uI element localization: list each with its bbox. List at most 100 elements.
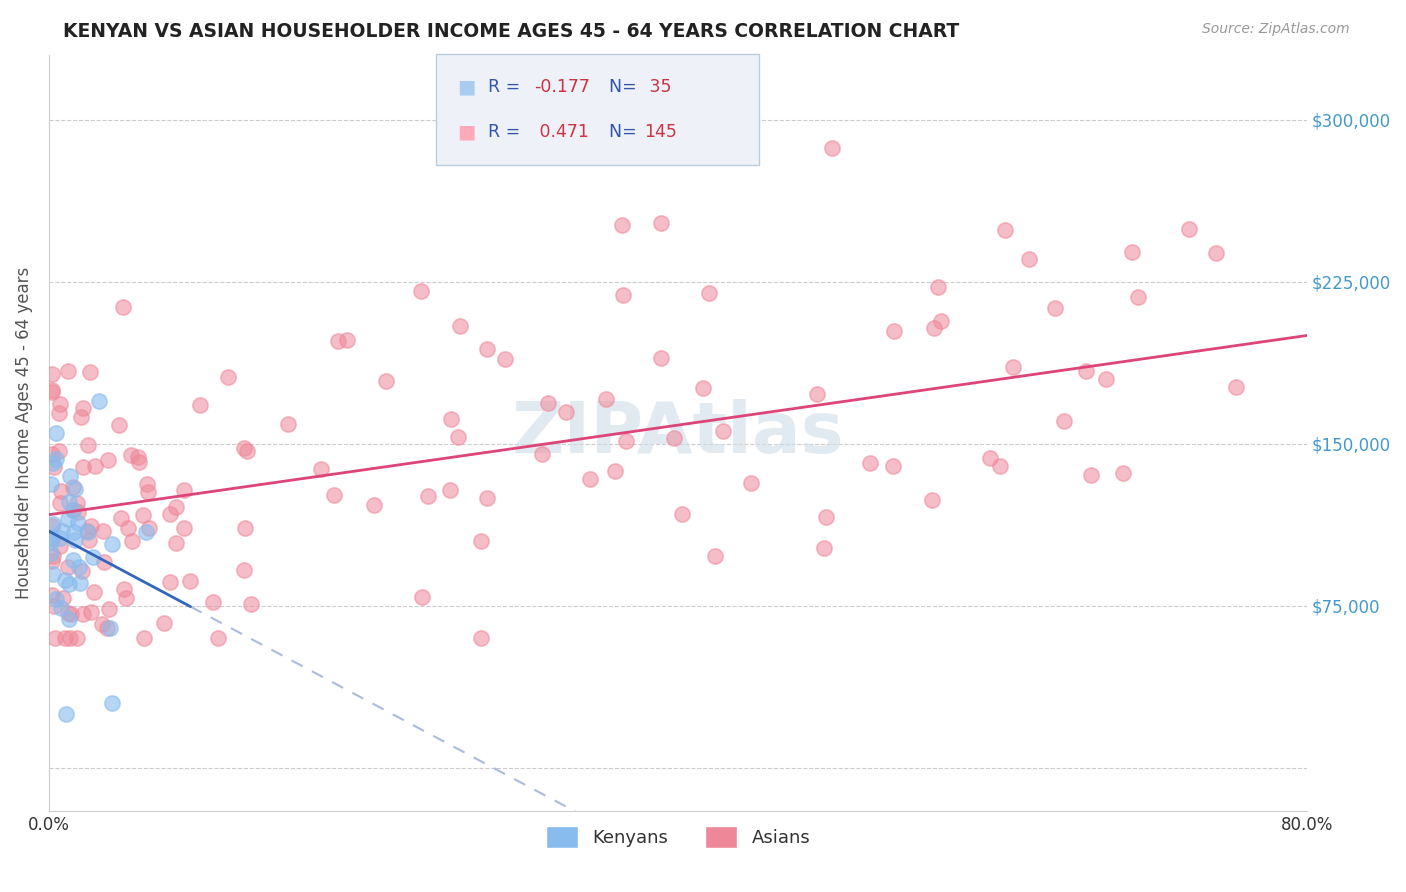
Point [45, 426, 67, 441]
Point [711, 425, 734, 439]
Point [63, 482, 86, 496]
Point [58, 632, 80, 646]
Point [165, 536, 187, 550]
Point [83, 458, 105, 473]
Point [67, 560, 90, 574]
Point [44, 632, 66, 646]
Point [322, 488, 344, 502]
Point [132, 508, 155, 522]
Point [922, 320, 945, 334]
Point [77, 533, 100, 547]
Point [82, 550, 104, 565]
Point [188, 398, 211, 412]
Point [446, 430, 468, 444]
Point [1205, 246, 1227, 260]
Point [96, 621, 118, 635]
Point [127, 450, 149, 464]
Text: ■: ■ [457, 78, 475, 96]
Point [112, 301, 135, 315]
Y-axis label: Householder Income Ages 45 - 64 years: Householder Income Ages 45 - 64 years [15, 267, 32, 599]
Point [1111, 466, 1133, 480]
Point [165, 500, 187, 514]
Point [56, 606, 79, 620]
Text: N=: N= [598, 123, 641, 141]
Point [993, 223, 1015, 237]
Point [612, 287, 634, 301]
Point [614, 434, 637, 449]
Point [42, 567, 65, 582]
Point [49, 539, 72, 553]
Point [59, 607, 82, 621]
Point [336, 333, 359, 347]
Point [1080, 468, 1102, 483]
Point [117, 521, 139, 535]
Point [929, 314, 952, 328]
Point [66, 632, 89, 646]
Point [595, 392, 617, 407]
Point [128, 455, 150, 469]
Point [179, 574, 201, 588]
Point [67, 505, 90, 519]
Point [650, 351, 672, 366]
Point [232, 563, 254, 577]
Point [921, 493, 943, 508]
Point [671, 507, 693, 521]
Text: 0.471: 0.471 [534, 123, 589, 141]
Point [207, 632, 229, 646]
Point [101, 696, 124, 710]
Point [115, 591, 138, 605]
Point [138, 521, 160, 535]
Point [449, 319, 471, 334]
Point [42, 549, 65, 564]
Point [58, 577, 80, 591]
Point [98, 621, 121, 635]
Point [1076, 364, 1098, 378]
Point [883, 324, 905, 338]
Point [159, 508, 181, 522]
Point [494, 351, 516, 366]
Point [697, 285, 720, 300]
Point [136, 476, 159, 491]
Point [67, 516, 90, 530]
Point [416, 489, 439, 503]
Point [470, 533, 492, 548]
Point [173, 521, 195, 535]
Point [63, 533, 86, 547]
Point [41, 383, 63, 397]
Point [79, 365, 101, 379]
Point [39, 530, 62, 544]
Point [979, 451, 1001, 466]
Point [217, 370, 239, 384]
Point [65, 496, 87, 510]
Point [41, 588, 63, 602]
Point [41, 367, 63, 381]
Point [77, 438, 100, 452]
Point [239, 597, 262, 611]
Point [112, 582, 135, 596]
Point [76, 524, 98, 538]
Point [76, 525, 98, 540]
Point [48, 397, 70, 411]
Point [101, 537, 124, 551]
Point [72, 564, 94, 578]
Point [1018, 252, 1040, 266]
Point [108, 418, 131, 433]
Point [58, 512, 80, 526]
Point [882, 459, 904, 474]
Point [110, 511, 132, 525]
Point [53, 632, 76, 646]
Point [806, 387, 828, 401]
Point [98, 602, 121, 616]
Point [62, 525, 84, 540]
Point [87, 393, 110, 408]
Point [662, 431, 685, 445]
Point [1177, 221, 1199, 235]
Point [42, 456, 65, 470]
Point [58, 612, 80, 626]
Point [39, 477, 62, 491]
Point [90, 616, 112, 631]
Point [52, 591, 75, 606]
Point [62, 503, 84, 517]
Text: R =: R = [488, 78, 526, 95]
Point [48, 406, 70, 420]
